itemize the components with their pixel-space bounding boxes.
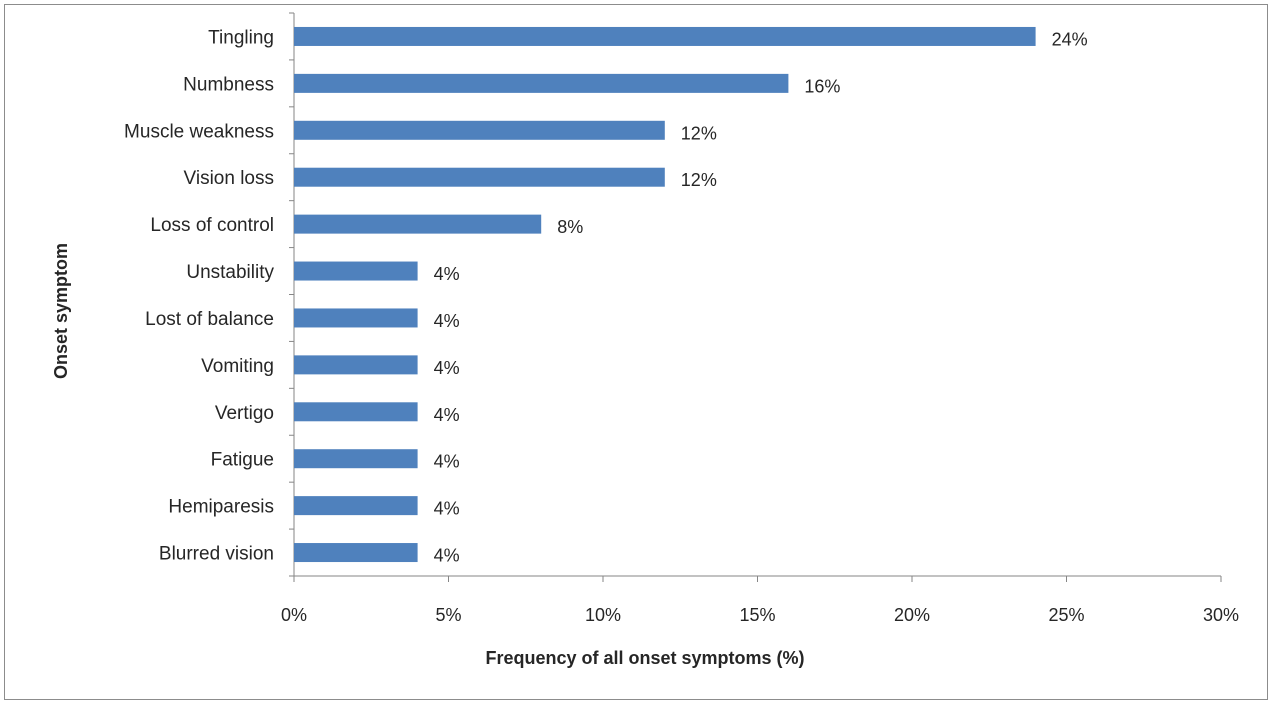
bar <box>294 308 418 328</box>
category-label: Blurred vision <box>159 544 274 565</box>
x-axis-title: Frequency of all onset symptoms (%) <box>485 648 804 668</box>
data-label: 16% <box>804 76 840 96</box>
bar <box>294 167 665 187</box>
category-label: Tingling <box>208 27 274 48</box>
chart-frame: 0% 5% 10% 15% 20% 25% 30% Tingling 24% Numbness 16… <box>4 4 1268 700</box>
bar <box>294 543 418 563</box>
category-label: Numbness <box>183 74 274 95</box>
x-tick-label: 10% <box>585 605 621 625</box>
category-label: Lost of balance <box>145 309 274 330</box>
x-tick-label: 15% <box>739 605 775 625</box>
data-label: 8% <box>557 217 583 237</box>
category-label: Hemiparesis <box>168 497 274 518</box>
bar <box>294 449 418 469</box>
data-label: 4% <box>434 264 460 284</box>
bar <box>294 26 1036 46</box>
x-tick-label: 20% <box>894 605 930 625</box>
bar <box>294 355 418 375</box>
axes <box>289 12 1222 582</box>
bar <box>294 73 789 93</box>
x-tick-label: 30% <box>1203 605 1239 625</box>
data-label: 4% <box>434 311 460 331</box>
x-tick-label: 0% <box>281 605 307 625</box>
labels: 0% 5% 10% 15% 20% 25% 30% Tingling 24% Numbness 16… <box>124 27 1239 625</box>
y-axis-title: Onset symptom <box>51 243 71 379</box>
bar <box>294 261 418 281</box>
category-label: Vertigo <box>215 403 274 424</box>
onset-symptom-bar-chart: 0% 5% 10% 15% 20% 25% 30% Tingling 24% Numbness 16… <box>51 12 1239 668</box>
data-label: 4% <box>434 405 460 425</box>
bar <box>294 120 665 140</box>
data-label: 4% <box>434 452 460 472</box>
data-label: 12% <box>681 170 717 190</box>
data-label: 4% <box>434 358 460 378</box>
x-tick-label: 25% <box>1048 605 1084 625</box>
bars <box>294 26 1036 563</box>
category-label: Loss of control <box>150 215 274 236</box>
category-label: Muscle weakness <box>124 121 274 142</box>
category-label: Fatigue <box>211 450 274 471</box>
data-label: 24% <box>1052 29 1088 49</box>
data-label: 4% <box>434 499 460 519</box>
data-label: 12% <box>681 123 717 143</box>
bar <box>294 496 418 516</box>
x-tick-label: 5% <box>435 605 461 625</box>
bar <box>294 214 542 234</box>
category-label: Unstability <box>186 262 274 283</box>
category-label: Vision loss <box>184 168 274 189</box>
bar <box>294 402 418 422</box>
category-label: Vomiting <box>201 356 274 377</box>
data-label: 4% <box>434 546 460 566</box>
